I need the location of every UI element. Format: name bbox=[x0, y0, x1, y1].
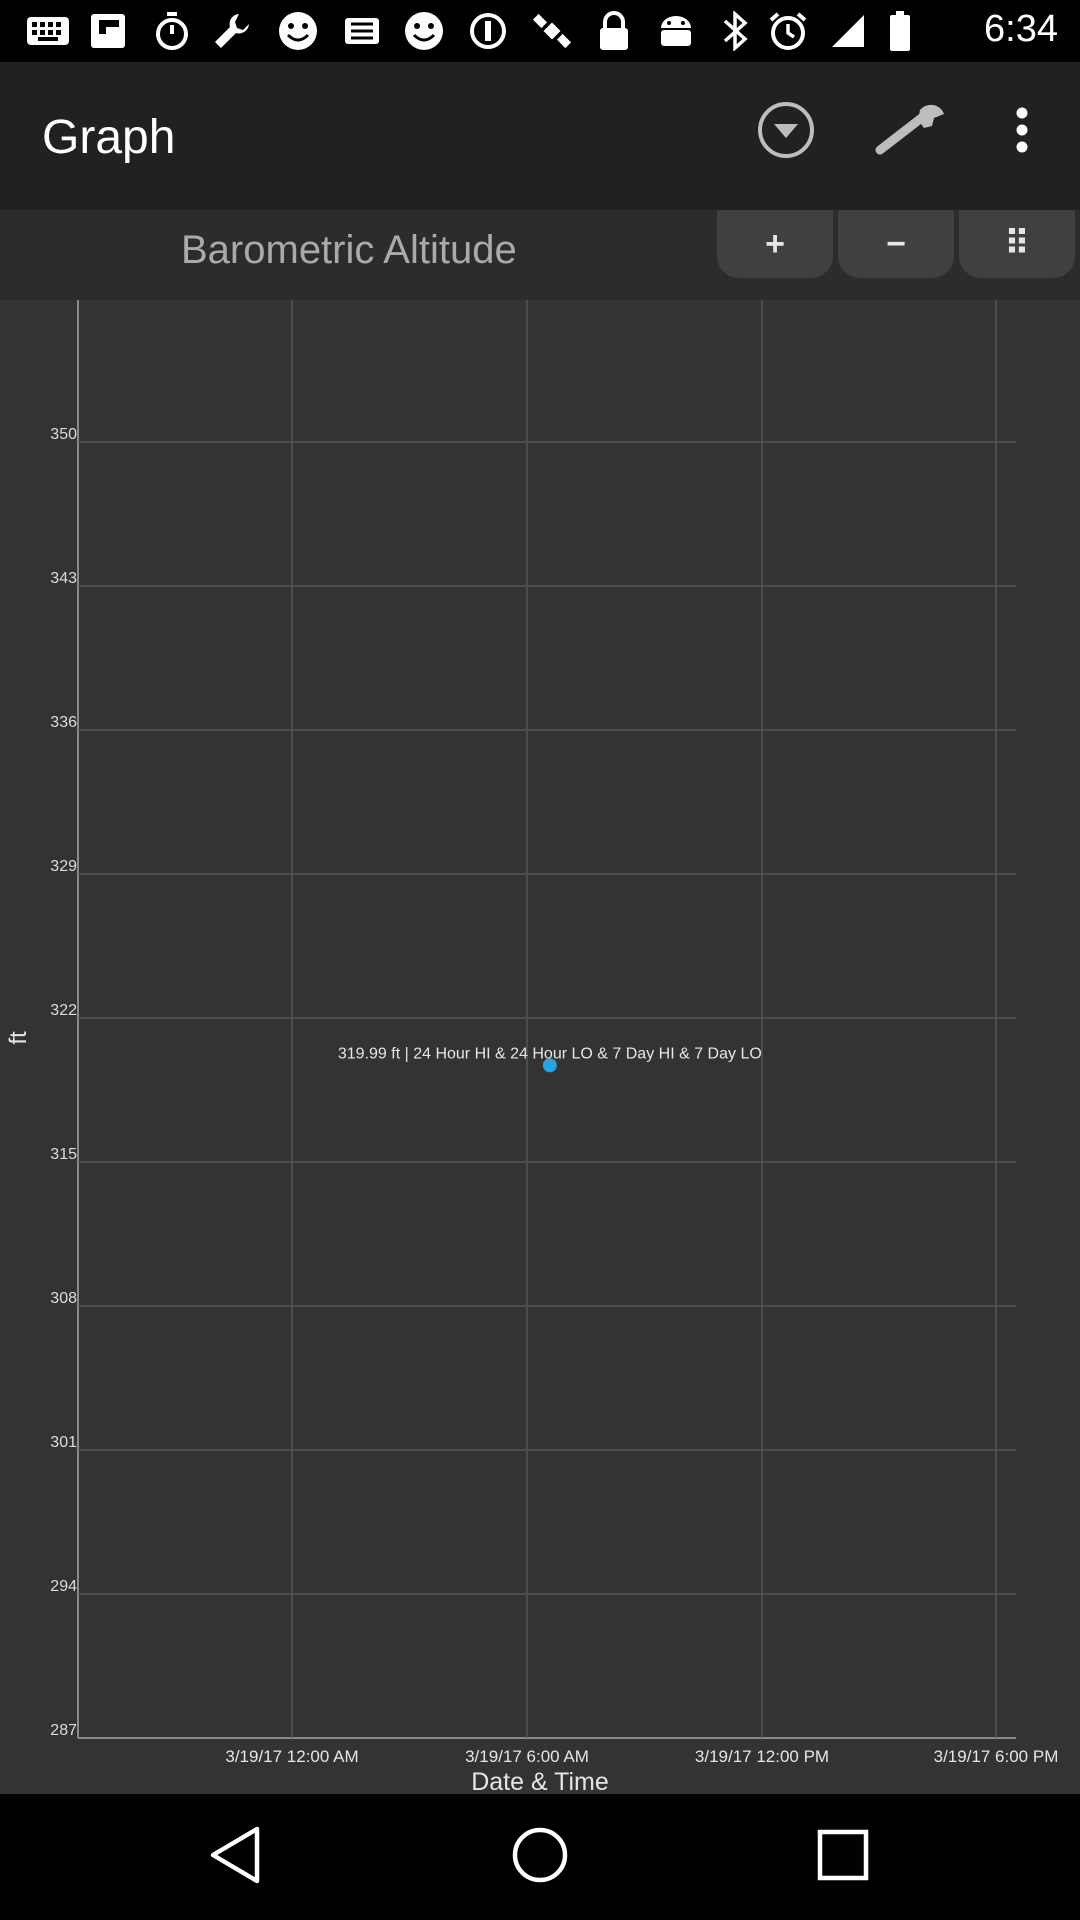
y-tick-label: 322 bbox=[50, 1002, 77, 1019]
settings-button[interactable] bbox=[872, 92, 952, 172]
smiley-icon bbox=[276, 9, 320, 53]
flipboard-icon bbox=[86, 9, 130, 53]
x-tick-label: 3/19/17 12:00 AM bbox=[225, 1747, 358, 1766]
chart-area[interactable]: 350 343 336 329 322 315 308 301 294 287 3/19/17 12… bbox=[0, 300, 1080, 1794]
home-icon bbox=[510, 1825, 570, 1890]
zoom-in-button[interactable]: + bbox=[717, 210, 833, 278]
y-tick-label: 315 bbox=[50, 1146, 77, 1163]
bluetooth-icon bbox=[714, 9, 758, 53]
back-icon bbox=[207, 1825, 263, 1890]
more-options-button[interactable]: ⠿ bbox=[959, 210, 1075, 278]
y-tick-label: 343 bbox=[50, 570, 77, 587]
app-title: Graph bbox=[42, 111, 176, 164]
x-tick-label: 3/19/17 6:00 PM bbox=[934, 1747, 1059, 1766]
alarm-icon bbox=[766, 9, 810, 53]
y-tick-label: 287 bbox=[50, 1722, 77, 1739]
back-button[interactable] bbox=[200, 1822, 270, 1892]
satellite-icon bbox=[530, 9, 574, 53]
dropdown-circle-icon bbox=[756, 100, 816, 165]
fake-gps-icon bbox=[340, 9, 384, 53]
x-axis-title: Date & Time bbox=[471, 1768, 609, 1794]
recents-button[interactable] bbox=[808, 1822, 878, 1892]
y-tick-label: 294 bbox=[50, 1578, 77, 1595]
y-axis-title: ft bbox=[5, 1031, 32, 1045]
navigation-bar bbox=[0, 1794, 1080, 1920]
graph-header: Barometric Altitude + − ⠿ bbox=[0, 210, 1080, 300]
y-tick-label: 336 bbox=[50, 714, 77, 731]
signal-icon bbox=[826, 9, 870, 53]
x-tick-label: 3/19/17 12:00 PM bbox=[695, 1747, 829, 1766]
y-tick-label: 308 bbox=[50, 1290, 77, 1307]
wrench-icon bbox=[874, 100, 950, 165]
y-tick-label: 301 bbox=[50, 1434, 77, 1451]
y-tick-label: 329 bbox=[50, 858, 77, 875]
keyboard-icon bbox=[26, 9, 70, 53]
data-point-label: 319.99 ft | 24 Hour HI & 24 Hour LO & 7 … bbox=[338, 1045, 762, 1062]
graph-title: Barometric Altitude bbox=[181, 228, 517, 272]
wrench-icon bbox=[210, 9, 254, 53]
y-tick-label: 350 bbox=[50, 426, 77, 443]
altitude-chart[interactable]: 350 343 336 329 322 315 308 301 294 287 3/19/17 12… bbox=[0, 300, 1080, 1794]
android-icon bbox=[654, 9, 698, 53]
home-button[interactable] bbox=[505, 1822, 575, 1892]
battery-icon bbox=[878, 9, 922, 53]
overflow-menu-button[interactable] bbox=[982, 92, 1062, 172]
info-circle-icon bbox=[466, 9, 510, 53]
app-bar: Graph bbox=[0, 62, 1080, 210]
zoom-out-button[interactable]: − bbox=[838, 210, 954, 278]
status-bar: 6:34 bbox=[0, 0, 1080, 62]
recents-icon bbox=[816, 1828, 870, 1887]
stopwatch-icon bbox=[150, 9, 194, 53]
dropdown-button[interactable] bbox=[746, 92, 826, 172]
lock-icon bbox=[592, 9, 636, 53]
x-tick-label: 3/19/17 6:00 AM bbox=[465, 1747, 589, 1766]
overflow-menu-icon bbox=[1014, 107, 1030, 158]
status-time: 6:34 bbox=[984, 8, 1058, 50]
smiley-icon bbox=[402, 9, 446, 53]
data-point bbox=[542, 1058, 557, 1073]
